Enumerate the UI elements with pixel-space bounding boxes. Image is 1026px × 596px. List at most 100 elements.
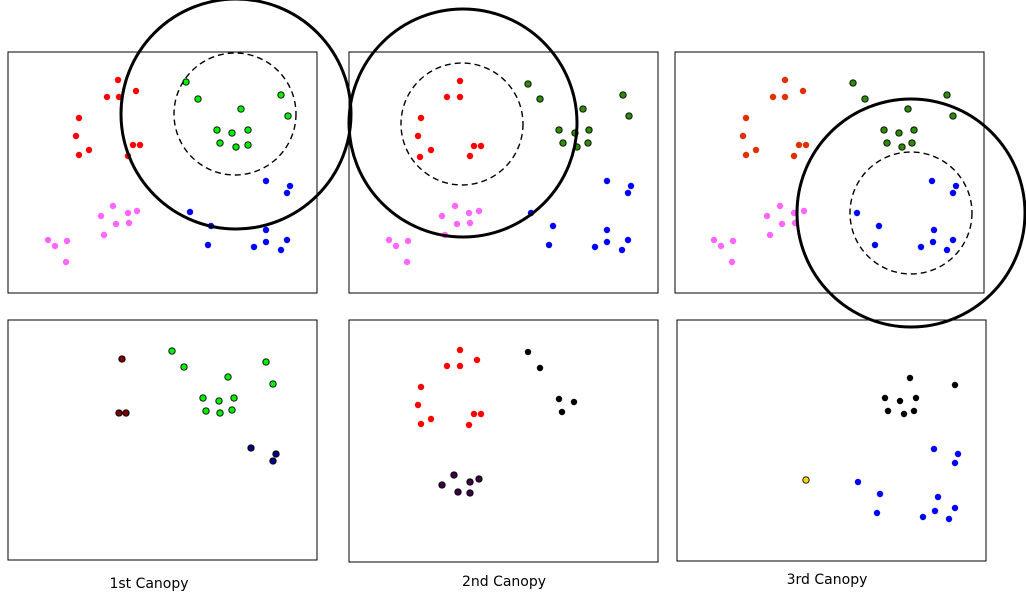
data-point-red: [456, 77, 464, 85]
data-point-navy: [247, 444, 255, 452]
data-point-red: [456, 93, 464, 101]
data-point-blue: [549, 222, 557, 230]
data-point-orange-red: [752, 146, 760, 154]
data-point-orange-red: [739, 132, 747, 140]
data-point-pink: [710, 236, 718, 244]
data-point-black: [555, 395, 563, 403]
data-point-black: [570, 398, 578, 406]
data-point-blue: [262, 226, 270, 234]
data-point-blue: [951, 459, 959, 467]
panel-2nd-canopy-before: [348, 51, 659, 294]
panel-frame: [7, 319, 318, 561]
data-point-dark-purple: [450, 471, 458, 479]
data-point-green: [215, 397, 223, 405]
data-point-pink: [729, 237, 737, 245]
data-point-dark-red: [118, 355, 126, 363]
data-point-green: [228, 129, 236, 137]
data-point-green: [180, 363, 188, 371]
data-point-pink: [800, 207, 808, 215]
data-point-dark-purple: [475, 475, 483, 483]
data-point-dark-green: [536, 95, 544, 103]
panel-frame: [674, 51, 985, 294]
data-point-orange-red: [742, 151, 750, 159]
data-point-pink: [392, 242, 400, 250]
data-point-blue: [591, 243, 599, 251]
data-point-red: [85, 146, 93, 154]
canopy-2-loose-circle: [347, 7, 579, 239]
data-point-pink: [109, 202, 117, 210]
data-point-blue: [949, 189, 957, 197]
data-point-black: [536, 364, 544, 372]
data-point-red: [75, 114, 83, 122]
panel-frame: [348, 319, 659, 563]
data-point-red: [443, 93, 451, 101]
data-point-pink: [62, 258, 70, 266]
data-point-blue: [871, 241, 879, 249]
panel-frame: [7, 51, 318, 294]
data-point-green: [168, 347, 176, 355]
data-point-red: [456, 362, 464, 370]
data-point-orange-red: [781, 76, 789, 84]
data-point-pink: [404, 237, 412, 245]
data-point-dark-green: [910, 126, 918, 134]
data-point-green: [230, 394, 238, 402]
data-point-dark-green: [559, 139, 567, 147]
data-point-orange-red: [769, 93, 777, 101]
data-point-black: [912, 394, 920, 402]
data-point-blue: [618, 246, 626, 254]
data-point-dark-green: [898, 143, 906, 151]
data-point-red: [417, 383, 425, 391]
panel-1st-canopy-after: [7, 319, 318, 561]
data-point-green: [216, 409, 224, 417]
data-point-navy: [272, 450, 280, 458]
data-point-green: [224, 373, 232, 381]
data-point-pink: [451, 202, 459, 210]
panel-2nd-canopy-after: [348, 319, 659, 563]
data-point-red: [414, 132, 422, 140]
data-point-blue: [624, 189, 632, 197]
data-point-blue: [952, 182, 960, 190]
data-point-pink: [776, 202, 784, 210]
data-point-green: [194, 95, 202, 103]
data-point-dark-green: [619, 91, 627, 99]
data-point-blue: [262, 238, 270, 246]
canopy-2-tight-circle: [400, 62, 524, 186]
data-point-blue: [943, 246, 951, 254]
data-point-blue: [545, 241, 553, 249]
data-point-dark-green: [585, 126, 593, 134]
data-point-blue: [286, 182, 294, 190]
data-point-dark-purple: [466, 489, 474, 497]
data-point-black: [900, 410, 908, 418]
data-point-pink: [44, 236, 52, 244]
data-point-pink: [763, 212, 771, 220]
data-point-orange-red: [781, 93, 789, 101]
data-point-blue: [283, 236, 291, 244]
data-point-red: [427, 146, 435, 154]
data-point-blue: [930, 226, 938, 234]
data-point-red: [132, 87, 140, 95]
data-point-red: [417, 420, 425, 428]
data-point-red: [473, 356, 481, 364]
data-point-red: [465, 421, 473, 429]
data-point-red: [129, 141, 137, 149]
data-point-pink: [475, 207, 483, 215]
data-point-blue: [186, 208, 194, 216]
data-point-green: [244, 141, 252, 149]
data-point-blue: [627, 182, 635, 190]
data-point-pink: [465, 209, 473, 217]
data-point-green: [244, 126, 252, 134]
data-point-red: [416, 153, 424, 161]
data-point-dark-purple: [466, 478, 474, 486]
data-point-black: [558, 408, 566, 416]
data-point-dark-green: [584, 139, 592, 147]
panel-frame: [676, 319, 987, 562]
data-point-dark-red: [122, 409, 130, 417]
data-point-dark-green: [880, 126, 888, 134]
data-point-yellow: [802, 476, 810, 484]
data-point-blue: [277, 246, 285, 254]
data-point-pink: [438, 212, 446, 220]
data-point-red: [103, 93, 111, 101]
panel-3rd-canopy-after: [676, 319, 987, 562]
data-point-blue: [949, 236, 957, 244]
data-point-blue: [873, 509, 881, 517]
